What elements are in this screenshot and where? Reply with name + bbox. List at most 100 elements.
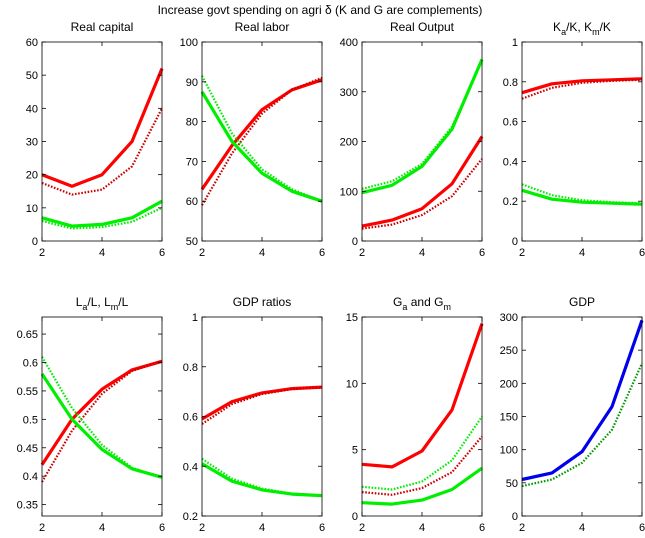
subplot-title: Ga and Gm [393,295,451,312]
subplot-title: Ka/K, Km/K [553,20,611,37]
x-tick-label: 4 [259,247,265,259]
x-tick-label: 2 [39,247,45,259]
subplot-title: La/L, Lm/L [76,295,129,312]
x-tick-label: 4 [259,522,265,534]
series-line-4-dotted [41,206,163,230]
axes-box [521,316,643,517]
y-tick-label: 0.65 [17,329,38,341]
y-tick-label: 300 [500,312,518,324]
x-tick-label: 2 [39,522,45,534]
x-tick-label: 6 [319,522,325,534]
subplot-title: Real Output [390,20,455,34]
y-tick-label: 0 [512,511,518,523]
y-tick-label: 0.45 [17,443,38,455]
figure-suptitle: Increase govt spending on agri δ (K and … [158,3,483,17]
x-tick-label: 6 [479,522,485,534]
y-tick-label: 200 [340,137,358,149]
title-text: L [76,295,83,309]
y-tick-label: 200 [500,378,518,390]
title-text: /L [118,295,128,309]
y-tick-label: 0.4 [23,471,38,483]
series-line-2-dotted [201,76,323,206]
title-text: /L, L [87,295,111,309]
y-tick-label: 90 [186,77,198,89]
series-line-1-solid [521,77,643,95]
x-tick-label: 6 [639,247,645,259]
subplot-title: Real capital [71,20,134,34]
x-tick-label: 6 [639,522,645,534]
y-tick-label: 0 [352,236,358,248]
series-line-2-dotted [361,435,483,496]
axes-box [521,41,643,242]
y-tick-label: 80 [186,117,198,129]
axes-box [41,316,163,517]
y-tick-label: 0 [512,236,518,248]
series-line-1-solid [361,323,484,469]
y-tick-label: 40 [26,103,38,115]
y-tick-label: 5 [352,445,358,457]
series-line-4-dotted [201,75,323,203]
y-tick-label: 0.8 [183,362,198,374]
x-tick-label: 2 [359,522,365,534]
subplot-5: La/L, Lm/L 0.35 0.4 0.45 0.5 0.55 0.6 0.65 2 4 6 [17,295,165,534]
x-tick-label: 4 [99,522,105,534]
y-tick-label: 60 [26,37,38,49]
y-tick-label: 15 [346,312,358,324]
subplot-1: Real capital 0 10 20 30 40 50 60 2 4 6 [26,20,165,259]
y-tick-label: 0.6 [23,357,38,369]
y-tick-label: 0 [352,511,358,523]
title-subscript: m [592,27,600,37]
title-text: /K, K [566,20,592,34]
subplot-7: Ga and Gm 0 5 10 15 2 4 6 [346,295,485,534]
subplot-title: GDP ratios [233,295,291,309]
y-tick-label: 60 [186,196,198,208]
title-subscript: a [402,302,407,312]
subplot-6: GDP ratios 0.2 0.4 0.6 0.8 1 2 4 6 [183,295,325,534]
y-tick-label: 0.5 [23,414,38,426]
title-text: G [393,295,402,309]
series-line-1-solid [41,67,164,188]
series-line-3-solid [200,90,323,203]
y-tick-label: 300 [340,87,358,99]
y-tick-label: 0.2 [503,196,518,208]
title-subscript: a [82,302,87,312]
series-line-1-solid [40,359,163,466]
y-tick-label: 0.4 [503,156,518,168]
y-tick-label: 1 [192,312,198,324]
title-text: /K [600,20,611,34]
y-tick-label: 70 [186,156,198,168]
title-subscript: m [443,302,451,312]
title-subscript: m [111,302,119,312]
y-tick-label: 50 [26,70,38,82]
y-tick-label: 0.6 [503,117,518,129]
series-line-4-dotted [361,60,484,190]
y-tick-label: 0.4 [183,461,198,473]
x-tick-label: 2 [519,522,525,534]
series-line-3-solid [40,373,163,479]
subplot-8: GDP 0 50 100 150 200 250 300 2 4 6 [500,295,645,534]
x-tick-label: 4 [419,247,425,259]
series-line-2-dotted [41,107,163,196]
x-tick-label: 4 [579,247,585,259]
y-tick-label: 50 [506,478,518,490]
y-tick-label: 0.55 [17,386,38,398]
axes-box [361,41,483,242]
x-tick-label: 4 [99,247,105,259]
series-line-3-solid [201,462,323,498]
series-line-4-dotted [201,457,323,497]
series-line-3-solid [361,466,483,506]
series-line-1-solid [201,385,323,421]
x-tick-label: 2 [519,247,525,259]
series-line-2-dotted [361,158,483,230]
x-tick-label: 6 [159,522,165,534]
y-tick-label: 20 [26,170,38,182]
series-line-4-dotted [521,183,643,205]
title-text: K [553,20,561,34]
subplot-title: Real labor [235,20,290,34]
y-tick-label: 30 [26,137,38,149]
x-tick-label: 2 [199,522,205,534]
title-text: and G [407,295,443,309]
x-tick-label: 4 [419,522,425,534]
series-line-2-dotted [201,386,323,425]
